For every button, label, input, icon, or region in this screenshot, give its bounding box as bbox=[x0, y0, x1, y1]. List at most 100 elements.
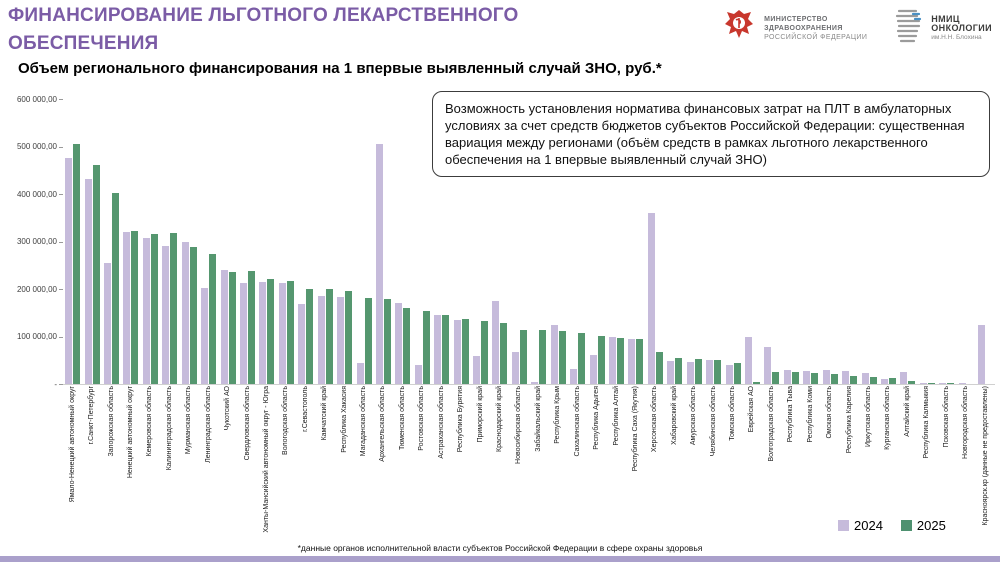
x-label: Астраханская область bbox=[437, 386, 445, 459]
bar-group bbox=[102, 99, 121, 384]
bar-2024 bbox=[298, 303, 306, 384]
x-label: Хабаровский край bbox=[670, 386, 678, 445]
bar-2024 bbox=[453, 319, 461, 384]
callout-box: Возможность установления норматива финан… bbox=[432, 91, 990, 177]
y-tick-label: - bbox=[54, 379, 57, 389]
bar-2025 bbox=[791, 372, 799, 384]
chart-legend: 2024 2025 bbox=[838, 518, 946, 533]
x-label: Запорожская область bbox=[107, 386, 115, 457]
bar-2025 bbox=[752, 381, 760, 384]
bar-group bbox=[898, 99, 917, 384]
x-label-cell: Еврейская АО bbox=[743, 386, 762, 432]
x-label-cell: Хабаровский край bbox=[665, 386, 684, 445]
bar-2024 bbox=[511, 351, 519, 384]
bar-group bbox=[529, 99, 548, 384]
bar-2025 bbox=[655, 351, 663, 384]
bar-2025 bbox=[286, 280, 294, 384]
x-label: Ханты-Мансийский автономный округ - Югра bbox=[262, 386, 270, 533]
x-label-cell: Ленинградская область bbox=[199, 386, 218, 463]
legend-swatch-2024 bbox=[838, 520, 849, 531]
bar-group bbox=[374, 99, 393, 384]
x-label: г.Севастополь bbox=[301, 386, 309, 432]
bar-group bbox=[918, 99, 937, 384]
bar-2024 bbox=[706, 360, 714, 384]
bar-group bbox=[413, 99, 432, 384]
bar-group bbox=[315, 99, 334, 384]
x-label: Кемеровская область bbox=[146, 386, 154, 457]
x-label-cell: Волгоградская область bbox=[762, 386, 781, 461]
bar-2025 bbox=[947, 383, 955, 384]
bar-group bbox=[335, 99, 354, 384]
bar-2024 bbox=[317, 296, 325, 384]
legend-swatch-2025 bbox=[900, 520, 912, 531]
x-label-cell: Приморский край bbox=[471, 386, 490, 443]
bar-2024 bbox=[939, 382, 947, 384]
bar-2024 bbox=[570, 368, 578, 384]
x-label: Республика Калмыкия bbox=[923, 386, 931, 459]
bar-2025 bbox=[694, 359, 702, 384]
bar-group bbox=[218, 99, 237, 384]
bar-2025 bbox=[170, 232, 178, 384]
bar-2024 bbox=[667, 361, 675, 384]
bar-group bbox=[743, 99, 762, 384]
bar-group bbox=[180, 99, 199, 384]
bar-chart: 600 000,00 500 000,00 400 000,00 300 000,00… bbox=[0, 95, 1000, 389]
x-label-cell: Ростовская область bbox=[413, 386, 432, 451]
x-label-cell: Челябинская область bbox=[704, 386, 723, 456]
bar-2025 bbox=[733, 362, 741, 384]
bar-group bbox=[607, 99, 626, 384]
bar-group bbox=[510, 99, 529, 384]
bar-2025 bbox=[403, 307, 411, 384]
bar-2024 bbox=[822, 369, 830, 384]
y-tick-label: 300 000,00 bbox=[16, 237, 57, 246]
bar-group bbox=[238, 99, 257, 384]
bar-2024 bbox=[609, 336, 617, 384]
x-label-cell: Республика Калмыкия bbox=[918, 386, 937, 459]
x-label-cell: Томская область bbox=[723, 386, 742, 441]
bar-2025 bbox=[714, 360, 722, 384]
bar-2024 bbox=[395, 302, 403, 384]
y-tick-mark bbox=[59, 336, 63, 338]
x-label: Республика Адыгея bbox=[593, 386, 601, 450]
bar-2024 bbox=[142, 237, 150, 384]
x-label-cell: Республика Бурятия bbox=[451, 386, 470, 452]
bar-2025 bbox=[558, 331, 566, 384]
x-label: Алтайский край bbox=[903, 386, 911, 437]
bar-group bbox=[782, 99, 801, 384]
bar-2025 bbox=[617, 337, 625, 384]
x-label-cell: Республика Алтай bbox=[607, 386, 626, 446]
x-label-cell: Республика Адыгея bbox=[587, 386, 606, 450]
x-label-cell: Псковская область bbox=[937, 386, 956, 447]
x-label: Приморский край bbox=[476, 386, 484, 443]
bar-2025 bbox=[267, 278, 275, 384]
x-label-cell: Омская область bbox=[820, 386, 839, 439]
bar-2025 bbox=[481, 320, 489, 384]
bar-2025 bbox=[578, 333, 586, 384]
bar-2025 bbox=[131, 231, 139, 384]
x-label: Республика Коми bbox=[806, 386, 814, 443]
bar-2024 bbox=[783, 369, 791, 384]
bar-2024 bbox=[104, 262, 112, 384]
x-label-cell: Алтайский край bbox=[898, 386, 917, 437]
bar-2024 bbox=[744, 336, 752, 384]
bar-group bbox=[257, 99, 276, 384]
x-label: Свердловская область bbox=[243, 386, 251, 461]
y-tick-label: 600 000,00 bbox=[16, 94, 57, 104]
bar-2024 bbox=[259, 281, 267, 384]
x-label: Еврейская АО bbox=[748, 386, 756, 433]
x-label-cell: Калининградская область bbox=[160, 386, 179, 470]
x-label: Иркутская область bbox=[865, 386, 872, 447]
bar-group bbox=[451, 99, 470, 384]
bottom-accent-strip bbox=[0, 556, 1000, 562]
nmic-logo: НМИЦ ОНКОЛОГИИ им.Н.Н. Блохина bbox=[893, 6, 992, 51]
x-label: Чукотский АО bbox=[224, 386, 232, 431]
y-tick-label: 500 000,00 bbox=[16, 142, 57, 151]
nmic-line3: им.Н.Н. Блохина bbox=[931, 34, 982, 41]
legend-item-2024: 2024 bbox=[838, 518, 883, 533]
y-tick-mark bbox=[59, 146, 63, 148]
x-label: Херсонская область bbox=[651, 386, 659, 453]
slide-title-line1: ФИНАНСИРОВАНИЕ ЛЬГОТНОГО ЛЕКАРСТВЕННОГО bbox=[8, 5, 519, 26]
bar-group bbox=[568, 99, 587, 384]
x-label-cell: Ханты-Мансийский автономный округ - Югра bbox=[257, 386, 276, 533]
bar-2024 bbox=[978, 325, 986, 384]
